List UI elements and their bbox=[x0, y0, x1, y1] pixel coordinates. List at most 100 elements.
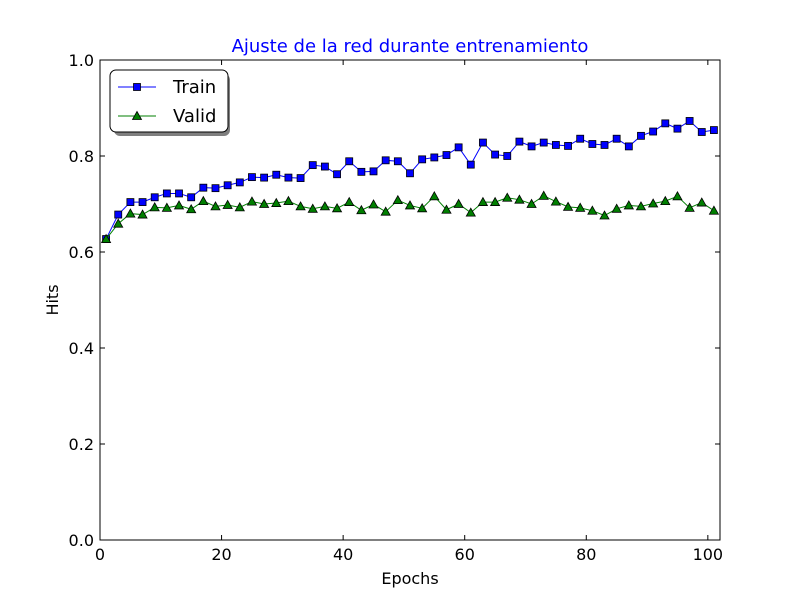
data-point-valid bbox=[684, 202, 695, 212]
data-point-valid bbox=[100, 233, 112, 243]
data-point-train bbox=[248, 173, 256, 182]
data-point-train bbox=[114, 210, 123, 219]
data-point-valid bbox=[125, 208, 136, 218]
data-point-train bbox=[466, 160, 475, 169]
data-point-valid bbox=[611, 203, 622, 213]
data-point-train bbox=[697, 128, 706, 136]
x-tick-label: 100 bbox=[693, 545, 724, 564]
data-point-train bbox=[430, 153, 439, 162]
data-point-train bbox=[503, 152, 512, 160]
data-point-train bbox=[296, 174, 305, 182]
data-point-train bbox=[345, 157, 354, 166]
data-point-valid bbox=[319, 201, 331, 211]
data-point-valid bbox=[660, 195, 671, 206]
data-point-valid bbox=[441, 204, 452, 214]
legend-train-marker bbox=[133, 83, 141, 91]
y-tick-label: 0.8 bbox=[69, 147, 94, 166]
data-point-valid bbox=[416, 203, 428, 213]
data-point-train bbox=[406, 169, 414, 178]
data-point-valid bbox=[599, 210, 610, 220]
data-point-train bbox=[175, 189, 183, 198]
data-point-valid bbox=[222, 199, 233, 209]
data-point-train bbox=[685, 117, 694, 125]
data-point-valid bbox=[246, 196, 258, 206]
data-point-train bbox=[649, 127, 658, 136]
data-point-train bbox=[600, 141, 609, 149]
data-point-valid bbox=[258, 198, 270, 208]
y-tick-label: 0.4 bbox=[69, 339, 94, 358]
data-point-valid bbox=[465, 207, 476, 217]
data-point-train bbox=[126, 198, 135, 206]
x-axis-ticks: 0 20 40 60 80 100 bbox=[95, 60, 723, 564]
data-point-valid bbox=[380, 206, 391, 216]
y-tick-label: 1.0 bbox=[69, 51, 94, 70]
data-point-train bbox=[211, 184, 220, 193]
data-point-valid bbox=[392, 194, 404, 205]
data-point-valid bbox=[307, 203, 318, 213]
data-point-valid bbox=[623, 200, 635, 210]
data-point-train bbox=[673, 124, 682, 133]
data-point-train bbox=[369, 167, 378, 176]
legend-valid-marker bbox=[131, 110, 143, 120]
data-point-valid bbox=[502, 192, 513, 202]
data-point-valid bbox=[368, 199, 379, 209]
data-point-valid bbox=[295, 201, 306, 211]
data-point-train bbox=[588, 140, 597, 148]
data-point-train bbox=[260, 173, 269, 182]
data-point-train bbox=[138, 198, 147, 206]
data-point-valid bbox=[344, 196, 355, 206]
data-point-train bbox=[187, 193, 196, 202]
data-point-valid bbox=[562, 201, 574, 211]
data-point-valid bbox=[514, 194, 525, 204]
x-tick-label: 40 bbox=[333, 545, 353, 564]
data-point-valid bbox=[356, 204, 367, 215]
data-point-valid bbox=[185, 203, 197, 214]
data-point-train bbox=[223, 181, 232, 190]
data-point-train bbox=[576, 134, 585, 143]
x-tick-label: 60 bbox=[455, 545, 475, 564]
data-point-train bbox=[612, 134, 621, 143]
data-point-valid bbox=[538, 190, 549, 200]
x-tick-label: 20 bbox=[211, 545, 231, 564]
data-point-valid bbox=[453, 198, 464, 208]
series-valid bbox=[100, 190, 720, 243]
legend: Train Valid bbox=[109, 69, 230, 136]
data-point-train bbox=[321, 162, 329, 171]
data-point-valid bbox=[234, 202, 245, 212]
data-point-valid bbox=[587, 205, 598, 215]
y-tick-label: 0.2 bbox=[69, 435, 94, 454]
data-point-valid bbox=[489, 196, 501, 206]
y-axis-label: Hits bbox=[43, 284, 62, 315]
x-tick-label: 0 bbox=[95, 545, 105, 564]
data-point-valid bbox=[635, 201, 647, 211]
data-point-train bbox=[333, 170, 341, 179]
data-point-train bbox=[515, 137, 524, 146]
data-point-valid bbox=[477, 196, 489, 206]
data-point-train bbox=[381, 156, 390, 165]
data-point-valid bbox=[173, 200, 185, 210]
y-tick-label: 0.0 bbox=[69, 531, 94, 550]
data-point-valid bbox=[113, 218, 124, 228]
data-point-train bbox=[357, 167, 366, 176]
data-point-train bbox=[418, 155, 427, 164]
data-point-train bbox=[637, 131, 645, 140]
data-point-valid bbox=[210, 201, 221, 211]
legend-valid-label: Valid bbox=[173, 106, 216, 127]
data-point-train bbox=[551, 141, 560, 149]
y-axis-ticks: 0.0 0.2 0.4 0.6 0.8 1.0 bbox=[69, 51, 720, 550]
data-point-valid bbox=[161, 202, 173, 212]
data-point-train bbox=[539, 138, 548, 147]
data-point-valid bbox=[198, 195, 209, 206]
data-point-train bbox=[624, 142, 633, 151]
data-point-valid bbox=[331, 203, 343, 213]
data-point-train bbox=[162, 189, 171, 198]
data-point-train bbox=[442, 151, 451, 159]
data-point-train bbox=[479, 138, 487, 147]
data-point-train bbox=[272, 170, 281, 179]
x-axis-label: Epochs bbox=[381, 569, 438, 588]
series-train bbox=[102, 117, 718, 243]
series-layer bbox=[100, 117, 720, 243]
data-point-valid bbox=[575, 202, 586, 212]
data-point-train bbox=[284, 173, 293, 182]
data-point-valid bbox=[429, 191, 440, 201]
